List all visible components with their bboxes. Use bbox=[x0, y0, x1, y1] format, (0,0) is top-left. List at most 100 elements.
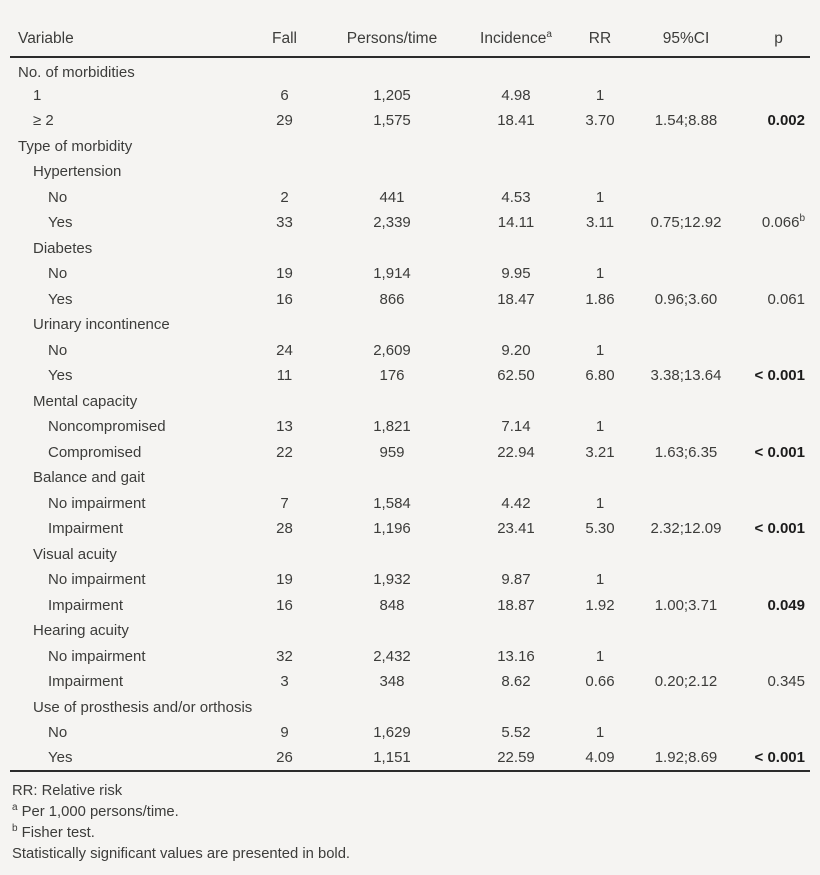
persons-time-value: 2,432 bbox=[373, 647, 411, 665]
ci-value: 0.75;12.92 bbox=[650, 214, 722, 232]
morbidity-fall-risk-table: Variable Fall Persons/time Incidencea RR… bbox=[10, 29, 810, 772]
rr-value: 1 bbox=[595, 86, 605, 104]
fall-value: 3 bbox=[280, 673, 289, 691]
persons-time-value bbox=[327, 134, 457, 160]
row-label: Impairment bbox=[48, 596, 124, 614]
row-label: No bbox=[48, 724, 68, 742]
rr-value bbox=[575, 618, 625, 644]
fall-value: 6 bbox=[280, 86, 289, 104]
row-label: No impairment bbox=[48, 571, 146, 589]
table-row: Yes 26 1,151 22.59 4.09 1.92;8.69 < 0.001 bbox=[10, 745, 810, 772]
fall-value: 16 bbox=[276, 596, 293, 614]
persons-time-value: 866 bbox=[379, 290, 405, 308]
row-label: Yes bbox=[48, 290, 73, 308]
incidence-value: 22.94 bbox=[497, 443, 535, 461]
persons-time-value: 2,609 bbox=[373, 341, 411, 359]
rr-value: 1 bbox=[595, 724, 605, 742]
table-row: Visual acuity bbox=[10, 542, 810, 568]
table-row: Hearing acuity bbox=[10, 618, 810, 644]
row-label: Compromised bbox=[48, 443, 142, 461]
fall-value: 13 bbox=[276, 418, 293, 436]
table-row: Type of morbidity bbox=[10, 134, 810, 160]
footnote: a Per 1,000 persons/time. bbox=[12, 802, 179, 820]
ci-value: 2.32;12.09 bbox=[650, 520, 722, 538]
fall-value: 7 bbox=[280, 494, 289, 512]
ci-value: 1.00;3.71 bbox=[654, 596, 718, 614]
rr-value: 5.30 bbox=[585, 520, 615, 538]
ci-value: 0.20;2.12 bbox=[654, 673, 718, 691]
rr-value: 1 bbox=[595, 647, 605, 665]
p-value: < 0.001 bbox=[754, 367, 805, 385]
persons-time-value bbox=[327, 389, 457, 415]
table-row: Compromised 22 959 22.94 3.21 1.63;6.35 < 0.00… bbox=[10, 440, 810, 466]
ci-value bbox=[625, 720, 747, 746]
table-row: No 19 1,914 9.95 1 bbox=[10, 261, 810, 287]
p-value bbox=[747, 720, 810, 746]
table-row: No 24 2,609 9.20 1 bbox=[10, 338, 810, 364]
p-footnote-marker: b bbox=[799, 213, 805, 225]
row-label: Yes bbox=[48, 367, 73, 385]
row-label: No bbox=[48, 341, 68, 359]
rr-value bbox=[575, 465, 625, 491]
rr-value bbox=[575, 159, 625, 185]
p-value: < 0.001 bbox=[754, 520, 805, 538]
rr-value: 1 bbox=[595, 265, 605, 283]
incidence-value bbox=[457, 389, 575, 415]
incidence-header-label: Incidence bbox=[480, 30, 547, 47]
incidence-value: 4.98 bbox=[501, 86, 531, 104]
row-label: Use of prosthesis and/or orthosis bbox=[33, 698, 253, 716]
ci-value: 1.63;6.35 bbox=[654, 443, 718, 461]
incidence-value bbox=[457, 236, 575, 262]
row-label: No bbox=[48, 265, 68, 283]
ci-value bbox=[625, 567, 747, 593]
rr-value: 1 bbox=[595, 571, 605, 589]
incidence-value bbox=[457, 134, 575, 160]
row-label: No impairment bbox=[48, 494, 146, 512]
footnote-marker: b bbox=[12, 823, 18, 835]
table-row: Yes 16 866 18.47 1.86 0.96;3.60 0.061 bbox=[10, 287, 810, 313]
table-row: ≥ 2 29 1,575 18.41 3.70 1.54;8.88 0.002 bbox=[10, 108, 810, 134]
row-label: Hypertension bbox=[33, 163, 122, 181]
persons-time-value: 959 bbox=[379, 443, 405, 461]
ci-value bbox=[625, 83, 747, 109]
fall-value: 33 bbox=[276, 214, 293, 232]
p-value: 0.066b bbox=[761, 213, 805, 232]
row-label: Diabetes bbox=[33, 239, 93, 257]
table-row: No impairment 7 1,584 4.42 1 bbox=[10, 491, 810, 517]
incidence-value: 4.42 bbox=[501, 494, 531, 512]
ci-value bbox=[625, 414, 747, 440]
row-label: No bbox=[48, 188, 68, 206]
row-label: Visual acuity bbox=[33, 545, 117, 563]
rr-value: 1 bbox=[595, 494, 605, 512]
footnote-marker: a bbox=[12, 802, 18, 814]
table-row: Balance and gait bbox=[10, 465, 810, 491]
fall-value bbox=[242, 542, 327, 568]
table-row: 1 6 1,205 4.98 1 bbox=[10, 83, 810, 109]
ci-value bbox=[625, 491, 747, 517]
p-value: < 0.001 bbox=[754, 443, 805, 461]
p-value bbox=[747, 159, 810, 185]
table-row: Hypertension bbox=[10, 159, 810, 185]
footnote: Statistically significant values are pre… bbox=[12, 846, 351, 862]
table-row: Urinary incontinence bbox=[10, 312, 810, 338]
rr-value: 1 bbox=[595, 188, 605, 206]
fall-value: 2 bbox=[280, 188, 289, 206]
incidence-value bbox=[457, 159, 575, 185]
row-label: No impairment bbox=[48, 647, 146, 665]
p-value bbox=[747, 542, 810, 568]
p-value bbox=[747, 236, 810, 262]
persons-time-value: 848 bbox=[379, 596, 405, 614]
column-header-persons-time: Persons/time bbox=[327, 30, 457, 58]
incidence-value: 9.20 bbox=[501, 341, 531, 359]
p-value bbox=[747, 491, 810, 517]
incidence-value bbox=[457, 618, 575, 644]
incidence-value: 7.14 bbox=[501, 418, 531, 436]
p-value: 0.345 bbox=[767, 673, 805, 691]
incidence-value: 18.47 bbox=[497, 290, 535, 308]
p-value bbox=[747, 261, 810, 287]
row-label: Hearing acuity bbox=[33, 622, 129, 640]
row-label: Yes bbox=[48, 214, 73, 232]
table-row: Noncompromised 13 1,821 7.14 1 bbox=[10, 414, 810, 440]
persons-time-value: 1,205 bbox=[373, 86, 411, 104]
ci-value bbox=[625, 465, 747, 491]
